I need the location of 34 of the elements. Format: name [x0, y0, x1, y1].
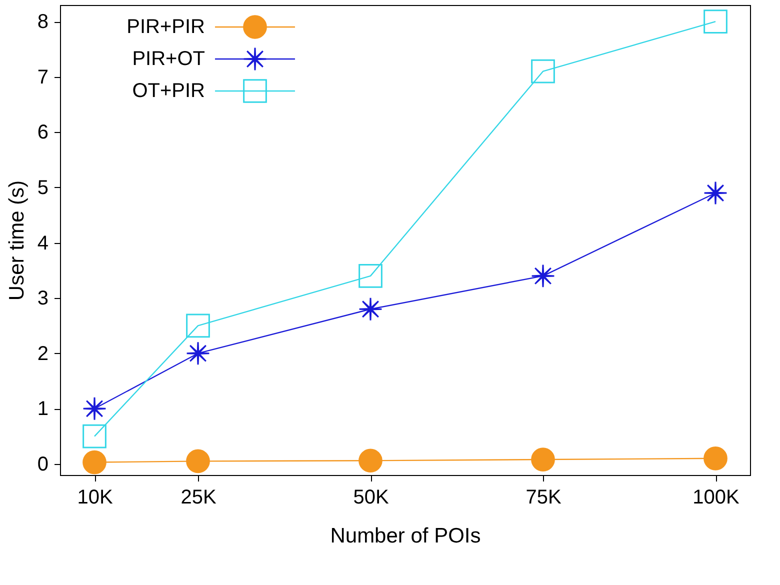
y-tick-label: 8	[37, 11, 48, 34]
x-tick-label: 100K	[692, 486, 740, 508]
point	[186, 341, 210, 366]
y-tick-label: 2	[37, 342, 48, 365]
point	[704, 10, 728, 34]
x-axis-title: Number of POIs	[330, 524, 481, 548]
point	[186, 314, 210, 338]
x-tick-label: 25K	[180, 486, 217, 508]
point	[704, 446, 728, 470]
y-tick-label: 5	[37, 176, 48, 199]
point	[531, 448, 555, 472]
y-axis-title: User time (s)	[5, 180, 28, 301]
point	[704, 181, 728, 205]
y-tick-label: 1	[37, 398, 48, 420]
y-tick-label: 7	[37, 66, 48, 88]
point	[531, 264, 555, 288]
point	[358, 448, 382, 473]
point	[358, 297, 382, 322]
x-tick-label: 50K	[353, 486, 390, 508]
y-tick-label: 6	[37, 122, 48, 144]
point	[186, 449, 210, 474]
point	[358, 264, 382, 288]
x-tick-label: 10K	[77, 486, 114, 508]
y-tick-label: 0	[37, 453, 48, 476]
point	[82, 396, 106, 421]
point	[82, 450, 106, 474]
legend-label: OT+PIR	[132, 80, 205, 102]
point	[531, 59, 555, 84]
legend-label: PIR+OT	[132, 48, 205, 70]
point	[82, 424, 106, 448]
y-tick-label: 3	[37, 288, 48, 310]
legend-label: PIR+PIR	[126, 16, 205, 38]
x-tick-label: 75K	[526, 486, 562, 508]
y-tick-label: 4	[37, 232, 48, 254]
